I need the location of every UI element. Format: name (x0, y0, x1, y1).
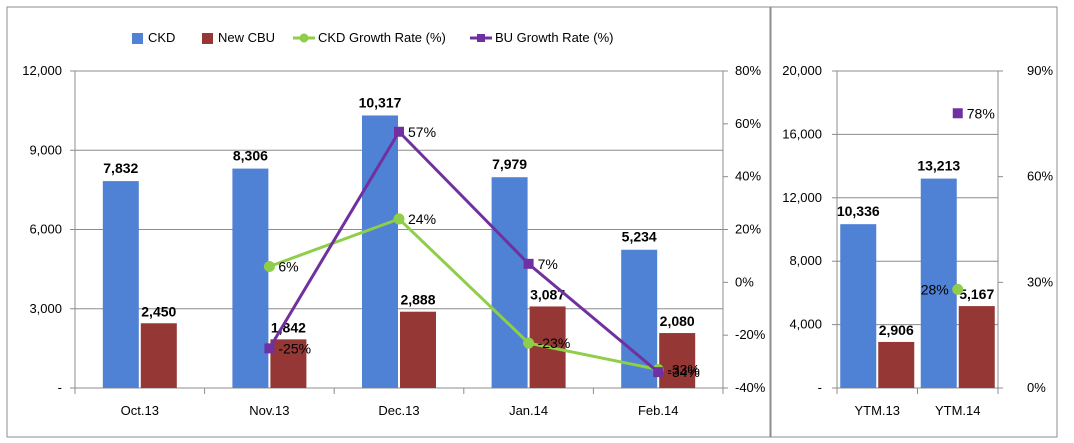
y-tick-label: 4,000 (789, 317, 822, 332)
line-bu-growth-rate (268, 129, 660, 374)
data-label-ckd-growth-rate: 28% (921, 281, 949, 297)
point-ckd-growth-rate (523, 337, 535, 349)
data-label-ckd: 5,234 (622, 229, 657, 245)
bar-ckd (232, 168, 269, 388)
bar-ckd (491, 177, 528, 388)
x-tick-label: Nov.13 (249, 403, 289, 418)
x-tick-label: YTM.14 (935, 403, 981, 418)
y2-tick-label: 0% (1027, 380, 1046, 395)
ytm-chart: - 4,000 8,000 12,000 16,000 20,000 0% 30% 60% 90%… (782, 63, 1053, 418)
data-label-bu-growth-rate: -25% (278, 340, 311, 356)
legend-label-bu-growth-rate: BU Growth Rate (%) (495, 30, 613, 45)
monthly-chart: - 3,000 6,000 9,000 12,000 -40% -20% 0% 20% 40% 60… (22, 63, 766, 418)
data-label-ckd: 7,979 (492, 156, 527, 172)
data-label-new-cbu: 1,842 (271, 319, 306, 335)
bar-ckd (840, 224, 877, 388)
data-label-ckd-growth-rate: 6% (278, 258, 298, 274)
data-label-bu-growth-rate: 57% (408, 124, 436, 140)
x-tick-label: Jan.14 (509, 403, 548, 418)
legend-label-ckd-growth-rate: CKD Growth Rate (%) (318, 30, 446, 45)
x-tick-label: Dec.13 (378, 403, 419, 418)
bar-new-cbu (270, 339, 307, 388)
point-bu-growth-rate (394, 126, 404, 137)
y-tick-label: - (58, 380, 62, 395)
legend-swatch-ckd (132, 33, 143, 44)
legend: CKD New CBU CKD Growth Rate (%) BU Growth R… (132, 30, 613, 45)
bar-new-cbu (400, 311, 436, 388)
data-label-ckd: 10,336 (837, 203, 880, 219)
x-tick-label: Feb.14 (638, 403, 678, 418)
y2-tick-label: -20% (735, 327, 766, 342)
point-bu-growth-rate (523, 258, 534, 269)
y2-tick-label: 90% (1027, 63, 1053, 78)
y2-tick-label: 30% (1027, 274, 1053, 289)
data-label-ckd: 13,213 (917, 158, 960, 174)
data-label-bu-growth-rate: 7% (538, 256, 558, 272)
point-ckd-growth-rate (263, 260, 275, 272)
point-bu-growth-rate (653, 367, 664, 378)
bar-ckd (920, 178, 957, 388)
data-label-ckd-growth-rate: -33% (667, 362, 700, 378)
legend-marker-bu-growth-rate (477, 34, 485, 42)
legend-marker-ckd-growth-rate (299, 33, 309, 43)
y2-tick-label: 60% (735, 116, 761, 131)
y-tick-label: 16,000 (782, 126, 822, 141)
y-tick-label: 12,000 (22, 63, 62, 78)
data-label-bu-growth-rate: -34% (667, 364, 700, 380)
bar-new-cbu (958, 306, 995, 388)
legend-label-ckd: CKD (148, 30, 175, 45)
bar-new-cbu (659, 333, 696, 388)
bar-new-cbu (140, 323, 177, 388)
data-label-bu-growth-rate: 78% (967, 105, 995, 121)
bar-ckd (362, 115, 398, 388)
y-tick-label: 12,000 (782, 190, 822, 205)
data-label-new-cbu: 2,080 (660, 313, 695, 329)
data-label-new-cbu: 3,087 (530, 286, 565, 302)
bar-ckd (102, 181, 139, 388)
point-bu-growth-rate (952, 108, 963, 119)
data-label-new-cbu: 2,888 (400, 292, 435, 308)
data-label-new-cbu: 2,906 (879, 322, 914, 338)
y2-tick-label: 80% (735, 63, 761, 78)
data-label-ckd-growth-rate: 24% (408, 211, 436, 227)
data-label-ckd-growth-rate: -23% (538, 335, 571, 351)
y-tick-label: 9,000 (29, 142, 62, 157)
y2-tick-label: 60% (1027, 169, 1053, 184)
point-bu-growth-rate (264, 343, 275, 354)
y-tick-label: 20,000 (782, 63, 822, 78)
data-label-ckd: 8,306 (233, 148, 268, 164)
y-tick-label: 6,000 (29, 222, 62, 237)
y-tick-label: 3,000 (29, 301, 62, 316)
y2-tick-label: 40% (735, 169, 761, 184)
data-label-ckd: 7,832 (103, 160, 138, 176)
data-label-new-cbu: 5,167 (959, 286, 994, 302)
point-ckd-growth-rate (952, 283, 964, 295)
y2-tick-label: -40% (735, 380, 766, 395)
legend-swatch-new-cbu (202, 33, 213, 44)
data-label-ckd: 10,317 (359, 94, 402, 110)
x-tick-label: Oct.13 (121, 403, 159, 418)
legend-label-new-cbu: New CBU (218, 30, 275, 45)
y2-tick-label: 0% (735, 274, 754, 289)
x-tick-label: YTM.13 (854, 403, 900, 418)
y2-tick-label: 20% (735, 222, 761, 237)
data-label-new-cbu: 2,450 (141, 303, 176, 319)
y-tick-label: - (818, 380, 822, 395)
bar-new-cbu (878, 341, 915, 388)
y-tick-label: 8,000 (789, 253, 822, 268)
point-ckd-growth-rate (393, 213, 405, 225)
